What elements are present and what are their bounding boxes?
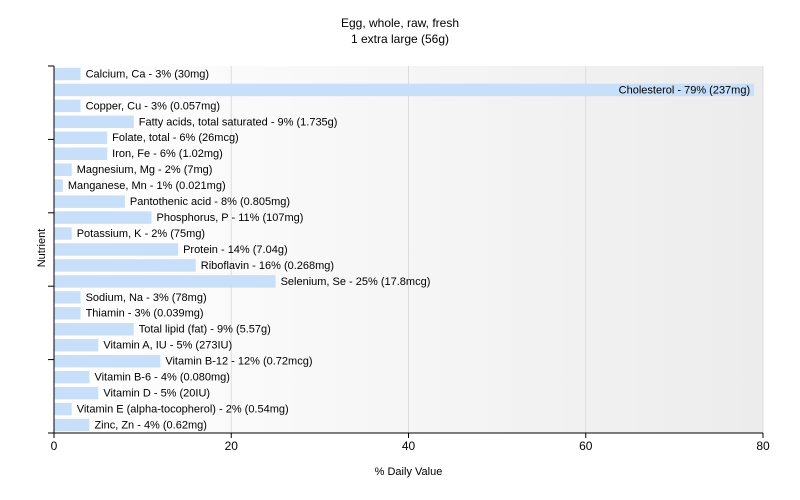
bar-label: Iron, Fe - 6% (1.02mg): [112, 148, 223, 160]
bar: [54, 386, 99, 400]
bar-label: Cholesterol - 79% (237mg): [619, 84, 750, 96]
bar: [54, 291, 81, 304]
chart-title: Egg, whole, raw, fresh: [340, 16, 460, 30]
bar: [54, 307, 81, 320]
bar-label: Zinc, Zn - 4% (0.62mg): [94, 419, 206, 431]
bar: [54, 67, 81, 81]
bar-label: Total lipid (fat) - 9% (5.57g): [139, 324, 271, 336]
bar: [54, 163, 72, 176]
bar-label: Pantothenic acid - 8% (0.805mg): [130, 196, 290, 208]
bar: [54, 354, 161, 368]
bar-label: Folate, total - 6% (26mcg): [112, 132, 239, 144]
bar: [54, 83, 755, 97]
bar-series: [54, 67, 755, 432]
x-tick-label: 80: [756, 439, 770, 453]
x-axis-label: % Daily Value: [374, 466, 443, 478]
bar: [54, 195, 125, 208]
bar-labels: Calcium, Ca - 3% (30mg) Cholesterol - 79%…: [68, 68, 750, 431]
bar-label: Copper, Cu - 3% (0.057mg): [86, 100, 221, 112]
bar: [54, 131, 108, 145]
x-tick-label: 20: [225, 439, 239, 453]
bar: [54, 147, 108, 160]
bar-label: Riboflavin - 16% (0.268mg): [201, 260, 334, 272]
bar: [54, 275, 276, 288]
bar-label: Thiamin - 3% (0.039mg): [86, 308, 204, 320]
bar: [54, 370, 90, 384]
bar-label: Phosphorus, P - 11% (107mg): [156, 212, 303, 224]
x-tick-label: 0: [51, 439, 58, 453]
bar-label: Vitamin B-12 - 12% (0.72mcg): [165, 356, 312, 368]
chart-subtitle: 1 extra large (56g): [350, 32, 450, 46]
x-tick-label: 40: [402, 439, 416, 453]
bar-label: Magnesium, Mg - 2% (7mg): [77, 164, 213, 176]
bar-label: Vitamin A, IU - 5% (273IU): [103, 340, 232, 352]
bar-label: Selenium, Se - 25% (17.8mcg): [281, 276, 431, 288]
bar: [54, 115, 134, 129]
y-axis-label: Nutrient: [36, 228, 48, 268]
bar: [54, 211, 152, 224]
bar-label: Vitamin B-6 - 4% (0.080mg): [94, 372, 230, 384]
bar: [54, 402, 72, 416]
bar: [54, 227, 72, 240]
bar: [54, 179, 63, 192]
x-tick-label: 60: [579, 439, 593, 453]
bar-label: Potassium, K - 2% (75mg): [77, 228, 205, 240]
tick-labels: 0 20 40 60 80: [51, 433, 770, 453]
bar: [54, 418, 90, 432]
bar: [54, 99, 81, 113]
bar-label: Fatty acids, total saturated - 9% (1.735…: [139, 116, 338, 128]
bar-label: Sodium, Na - 3% (78mg): [86, 292, 207, 304]
gridlines: [230, 66, 764, 433]
bar-label: Protein - 14% (7.04g): [183, 244, 288, 256]
bar-label: Manganese, Mn - 1% (0.021mg): [68, 180, 226, 192]
bar-label: Vitamin E (alpha-tocopherol) - 2% (0.54m…: [77, 403, 289, 415]
bar: [54, 339, 99, 352]
bar-label: Vitamin D - 5% (20IU): [103, 388, 210, 400]
bar: [54, 323, 134, 336]
bar: [54, 243, 179, 256]
bar-label: Calcium, Ca - 3% (30mg): [86, 68, 209, 80]
bar: [54, 259, 196, 272]
